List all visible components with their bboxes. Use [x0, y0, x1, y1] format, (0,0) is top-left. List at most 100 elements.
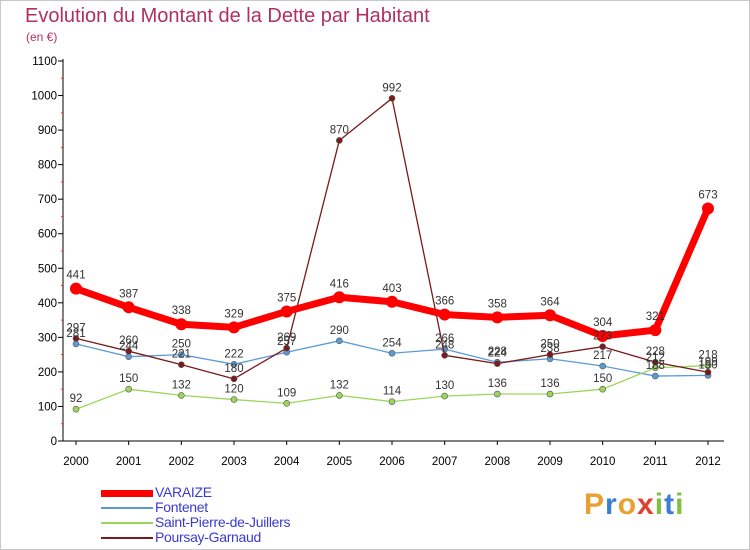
- data-point: [230, 375, 238, 383]
- brand-letter: i: [654, 488, 665, 521]
- data-label: 321: [646, 311, 665, 323]
- data-label: 228: [646, 346, 665, 358]
- data-point: [544, 309, 556, 322]
- data-label: 109: [277, 387, 296, 399]
- data-point: [494, 360, 501, 367]
- data-label: 260: [119, 335, 138, 347]
- brand-letter: r: [605, 488, 618, 521]
- x-tick-label: 2005: [327, 456, 353, 468]
- legend-swatch: [101, 489, 153, 497]
- data-label: 250: [172, 339, 191, 351]
- data-point: [546, 351, 554, 358]
- data-label: 304: [593, 317, 613, 329]
- y-tick-label: 400: [38, 298, 57, 310]
- data-label: 673: [698, 190, 717, 202]
- data-label: 329: [224, 308, 243, 320]
- legend-swatch: [101, 537, 153, 539]
- data-point: [72, 405, 80, 413]
- data-label: 136: [540, 378, 559, 390]
- legend-swatch: [101, 522, 153, 524]
- y-tick-label: 300: [38, 332, 57, 344]
- x-tick-label: 2001: [116, 456, 142, 468]
- data-label: 150: [593, 373, 612, 385]
- data-label: 248: [435, 339, 454, 351]
- data-point: [125, 353, 132, 361]
- data-label: 218: [698, 350, 717, 362]
- y-tick-label: 0: [51, 436, 57, 448]
- data-point: [438, 308, 451, 321]
- data-label: 273: [593, 331, 612, 343]
- data-point: [336, 392, 343, 399]
- y-tick-label: 900: [38, 125, 57, 137]
- data-point: [546, 390, 554, 398]
- x-tick-label: 2006: [379, 456, 405, 468]
- data-label: 281: [66, 328, 85, 340]
- data-label: 180: [224, 363, 243, 375]
- data-point: [704, 362, 712, 369]
- data-point: [441, 392, 448, 400]
- data-label: 188: [646, 360, 665, 372]
- x-tick-label: 2012: [695, 456, 721, 468]
- x-tick-label: 2002: [169, 456, 195, 468]
- data-label: 416: [330, 278, 349, 290]
- x-tick-label: 2008: [485, 456, 511, 468]
- x-tick-label: 2003: [221, 456, 247, 468]
- data-label: 250: [540, 339, 559, 351]
- data-label: 992: [382, 82, 401, 94]
- chart-title: Evolution du Montant de la Dette par Hab…: [25, 5, 430, 27]
- data-point: [125, 347, 132, 355]
- data-point: [649, 324, 662, 337]
- x-tick-label: 2010: [590, 456, 616, 468]
- data-label: 132: [172, 379, 191, 391]
- legend-label: Fontenet: [155, 499, 208, 515]
- data-label: 199: [698, 356, 717, 368]
- x-tick-label: 2011: [643, 456, 668, 468]
- chart-subtitle: (en €): [26, 30, 58, 44]
- data-point: [122, 301, 135, 314]
- legend-label: VARAIZE: [155, 484, 212, 500]
- data-point: [652, 372, 659, 380]
- data-point: [125, 385, 132, 393]
- data-point: [283, 344, 290, 352]
- data-label: 269: [277, 332, 296, 344]
- data-label: 92: [70, 393, 83, 405]
- data-label: 244: [119, 341, 139, 353]
- y-tick-label: 1100: [32, 56, 57, 68]
- data-label: 358: [488, 298, 507, 310]
- data-point: [652, 358, 659, 366]
- y-tick-label: 100: [38, 401, 57, 413]
- legend-label: Poursay-Garnaud: [155, 529, 262, 545]
- data-label: 403: [382, 283, 401, 295]
- brand-letter: t: [664, 488, 676, 521]
- brand-letter: i: [675, 488, 685, 521]
- data-point: [175, 318, 188, 331]
- data-label: 132: [330, 379, 349, 391]
- data-point: [283, 400, 290, 407]
- brand-letter: x: [637, 488, 655, 521]
- data-point: [336, 137, 343, 144]
- data-point: [230, 361, 238, 368]
- y-tick-label: 800: [38, 160, 57, 172]
- data-label: 150: [119, 373, 138, 385]
- data-point: [599, 343, 606, 350]
- y-tick-label: 600: [38, 229, 57, 241]
- data-point: [494, 390, 501, 398]
- data-label: 290: [330, 325, 349, 337]
- data-label: 338: [172, 305, 191, 317]
- data-label: 297: [66, 322, 85, 334]
- x-tick-label: 2000: [63, 456, 89, 468]
- y-tick-label: 500: [38, 263, 57, 275]
- data-label: 136: [488, 378, 507, 390]
- data-point: [599, 385, 606, 393]
- data-point: [228, 321, 240, 334]
- data-label: 254: [382, 337, 402, 349]
- data-label: 238: [540, 343, 559, 355]
- data-label: 364: [540, 296, 560, 308]
- data-label: 221: [172, 349, 191, 361]
- data-point: [336, 337, 343, 345]
- data-label: 375: [277, 292, 296, 304]
- data-label: 441: [66, 270, 85, 282]
- data-point: [704, 368, 712, 376]
- data-point: [72, 335, 80, 342]
